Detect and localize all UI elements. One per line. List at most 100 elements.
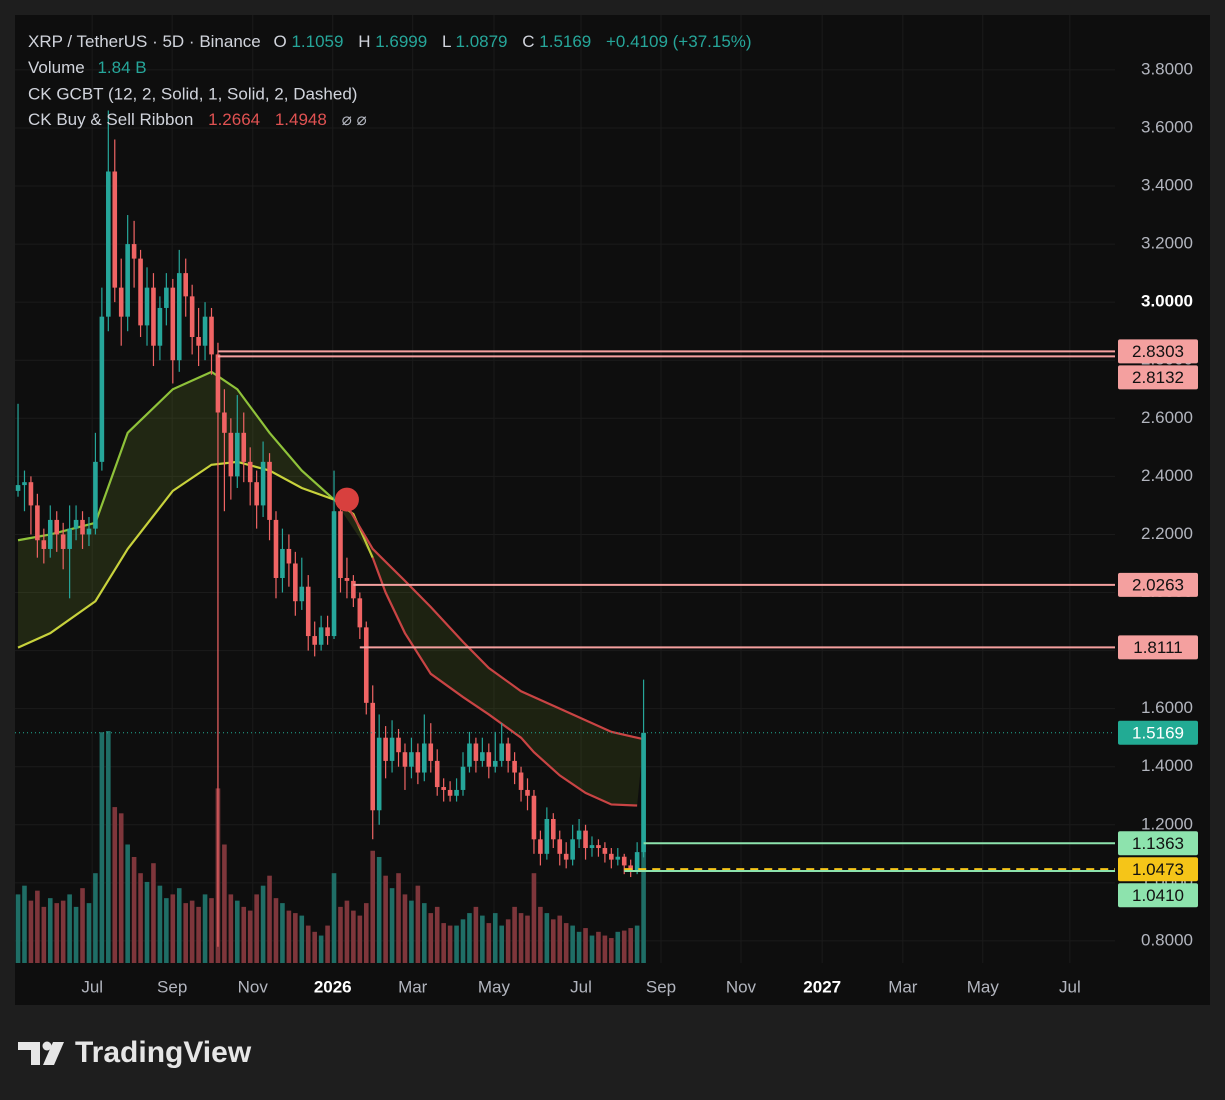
- volume-bar: [299, 915, 305, 963]
- y-tick-label: 3.4000: [1141, 176, 1193, 195]
- candle-body: [525, 789, 530, 796]
- volume-bar: [563, 923, 569, 963]
- volume-bar: [486, 923, 492, 963]
- volume-bar: [247, 910, 253, 963]
- candle-body: [106, 171, 111, 317]
- price-label-box: [1118, 883, 1198, 908]
- volume-bar: [376, 856, 382, 963]
- volume-bar: [434, 906, 440, 963]
- volume-bar: [209, 898, 214, 963]
- candle-body: [60, 534, 66, 549]
- candle-body: [325, 627, 330, 637]
- candle-body: [344, 577, 350, 581]
- candle-body: [228, 432, 234, 477]
- volume-bar: [125, 844, 130, 963]
- price-label: 1.0473: [1132, 860, 1184, 879]
- volume-bar: [363, 903, 369, 963]
- candle-body: [512, 760, 517, 773]
- volume-bar: [331, 873, 337, 963]
- candle-body: [409, 752, 414, 767]
- candle-body: [363, 627, 369, 703]
- volume-bar: [228, 894, 234, 963]
- volume-bar: [602, 935, 608, 963]
- volume-bar: [576, 931, 582, 963]
- candle-body: [544, 818, 550, 854]
- candle-body: [441, 787, 446, 790]
- brand-name: TradingView: [75, 1036, 252, 1069]
- volume-bar: [80, 888, 85, 963]
- candle-body: [189, 296, 195, 338]
- candle-body: [402, 752, 408, 767]
- candle-body: [576, 830, 582, 840]
- volume-bar: [338, 906, 343, 963]
- candle-body: [273, 519, 279, 578]
- volume-bar: [467, 913, 472, 963]
- candle-body: [215, 354, 221, 413]
- volume-bar: [35, 890, 40, 963]
- candle-body: [376, 737, 382, 811]
- volume-bar: [131, 856, 137, 963]
- volume-bar: [344, 900, 350, 963]
- candle-body: [550, 818, 556, 840]
- candle-body: [222, 412, 227, 433]
- logo-slant: [43, 1042, 64, 1065]
- y-tick-label: 3.2000: [1141, 234, 1193, 253]
- x-tick-label: Mar: [398, 977, 428, 996]
- volume-bar: [41, 906, 47, 963]
- volume-bar: [170, 894, 176, 963]
- candle-body: [422, 743, 427, 773]
- candle-body: [480, 752, 485, 761]
- candle-body: [396, 737, 401, 753]
- x-tick-label: Jul: [1059, 977, 1081, 996]
- volume-bar: [447, 925, 453, 963]
- candle-body: [570, 839, 575, 860]
- candle-body: [260, 461, 266, 506]
- volume-bar: [267, 875, 272, 963]
- x-tick-label: Jul: [81, 977, 103, 996]
- price-label: 1.0410: [1132, 886, 1184, 905]
- volume-bar: [93, 873, 98, 963]
- volume-bar: [570, 925, 575, 963]
- candle-body: [202, 316, 208, 346]
- candle-body: [370, 702, 376, 811]
- x-tick-label: Sep: [157, 977, 187, 996]
- volume-bar: [183, 903, 189, 963]
- y-tick-label: 3.0000: [1141, 292, 1193, 311]
- candle-body: [99, 316, 105, 462]
- volume-bar: [409, 900, 414, 963]
- volume-bar: [202, 894, 208, 963]
- volume-bar: [460, 919, 466, 963]
- price-label: 1.5169: [1132, 723, 1184, 742]
- indicator-name: CK GCBT (12, 2, Solid, 1, Solid, 2, Dash…: [28, 84, 357, 103]
- symbol-line: XRP / TetherUS · 5D · Binance O 1.1059 H…: [28, 32, 752, 51]
- candle-body: [305, 586, 311, 637]
- candle-body: [563, 853, 569, 860]
- y-tick-label: 1.2000: [1141, 814, 1193, 833]
- y-tick-label: 2.6000: [1141, 408, 1193, 427]
- candle-body: [621, 856, 627, 866]
- price-label-box: [1118, 720, 1198, 745]
- volume-bar: [189, 900, 195, 963]
- candle-body: [86, 528, 92, 535]
- candle-body: [434, 760, 440, 788]
- candle-body: [22, 482, 27, 486]
- candle-body: [428, 743, 434, 761]
- logo-dot: [42, 1041, 52, 1051]
- volume-bar: [15, 894, 21, 963]
- volume-bar: [73, 906, 79, 963]
- candle-body: [73, 519, 79, 529]
- volume-bar: [318, 935, 324, 963]
- volume-bar: [144, 881, 150, 963]
- candle-body: [447, 789, 453, 796]
- indicator-value: 1.2664: [208, 110, 260, 129]
- candle-body: [280, 548, 285, 578]
- candle-body: [389, 737, 395, 761]
- price-label-box: [1118, 339, 1198, 364]
- volume-bar: [86, 903, 92, 963]
- candle-body: [454, 789, 459, 796]
- volume-bar: [505, 919, 511, 963]
- candle-body: [351, 580, 356, 599]
- ohlc-value: 1.1059: [291, 32, 343, 51]
- volume-bar: [151, 863, 156, 963]
